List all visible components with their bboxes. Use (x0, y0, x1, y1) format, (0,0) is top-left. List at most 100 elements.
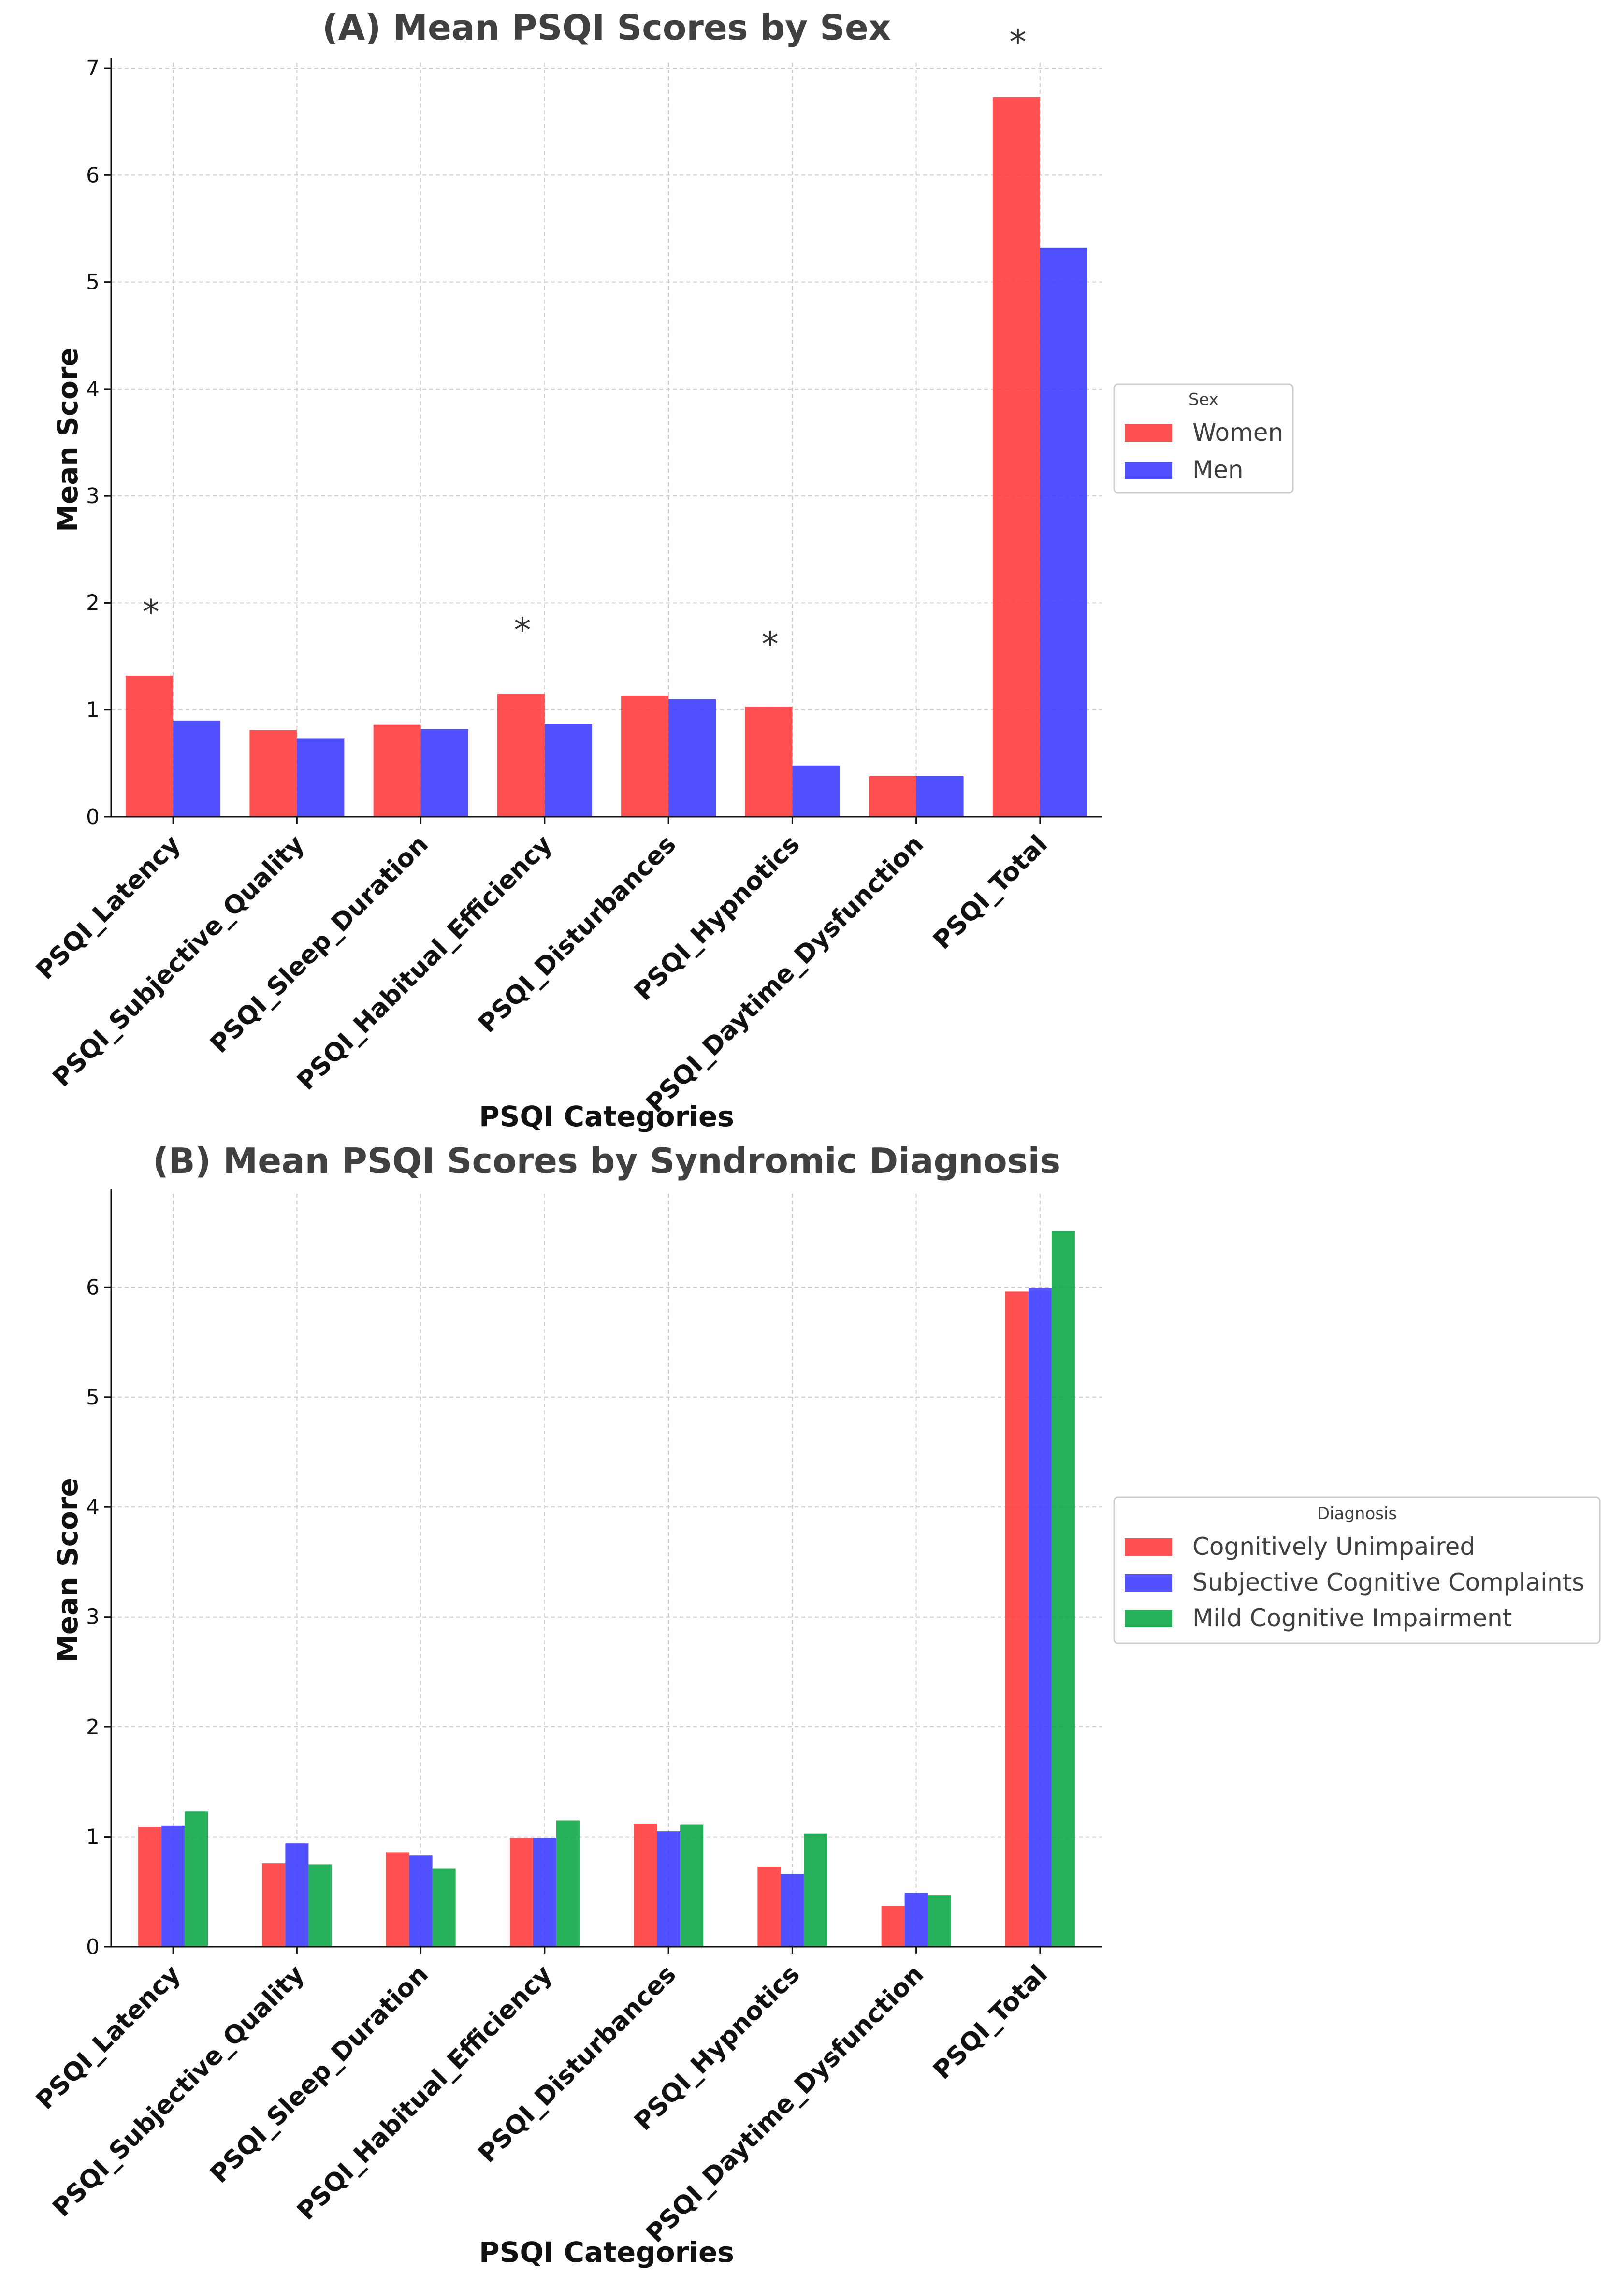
x-tick-label: PSQI_Disturbances (473, 830, 682, 1039)
bar (634, 1824, 657, 1947)
legend-title: Sex (1189, 390, 1218, 409)
bar (1051, 1231, 1075, 1947)
bar (804, 1833, 827, 1947)
bar (533, 1838, 556, 1947)
x-tick-label: PSQI_Subjective_Quality (47, 1960, 310, 2223)
legend-frame (1113, 1496, 1601, 1644)
bar (285, 1843, 309, 1947)
y-tick-label: 7 (86, 56, 100, 81)
x-axis-label: PSQI Categories (479, 2236, 734, 2269)
bar (668, 699, 716, 817)
bar (757, 1866, 781, 1947)
bar (420, 729, 468, 817)
bar (432, 1868, 456, 1947)
chart-title: (A) Mean PSQI Scores by Sex (322, 7, 891, 48)
y-tick-label: 6 (86, 163, 100, 188)
significance-marker: * (514, 610, 531, 650)
y-tick-label: 1 (86, 698, 100, 723)
x-tick-label: PSQI_Total (928, 1960, 1053, 2085)
y-tick-label: 2 (86, 591, 100, 615)
x-tick-label: PSQI_Daytime_Dysfunction (641, 830, 929, 1118)
y-tick-label: 4 (86, 1495, 100, 1520)
x-tick-label: PSQI_Disturbances (473, 1960, 682, 2169)
x-axis-label: PSQI Categories (479, 1100, 734, 1133)
y-tick-label: 0 (86, 1935, 100, 1959)
bar (497, 694, 545, 817)
legend: Diagnosis Cognitively Unimpaired Subjectiv… (1113, 1496, 1601, 1644)
x-tick-label: PSQI_Daytime_Dysfunction (641, 1960, 929, 2248)
bar (680, 1824, 704, 1947)
bar (126, 675, 174, 817)
bar (544, 724, 592, 817)
bar (556, 1820, 580, 1947)
bar (916, 776, 964, 817)
bar (185, 1811, 208, 1947)
x-tick-label: PSQI_Habitual_Efficiency (291, 1960, 558, 2226)
bar (928, 1895, 951, 1947)
bar (308, 1864, 332, 1947)
legend-label: Cognitively Unimpaired (1192, 1533, 1475, 1561)
significance-marker: * (762, 624, 779, 664)
legend: Sex Women Men (1113, 383, 1294, 494)
grid (111, 1194, 1102, 1947)
y-tick-label: 5 (86, 270, 100, 295)
legend-swatch (1125, 1610, 1172, 1627)
bar (781, 1874, 804, 1947)
chart-title: (B) Mean PSQI Scores by Syndromic Diagno… (153, 1141, 1060, 1181)
x-tick-label: PSQI_Sleep_Duration (205, 1960, 434, 2189)
x-tick-label: PSQI_Subjective_Quality (47, 830, 310, 1093)
bar (904, 1893, 928, 1947)
significance-marker: * (1009, 22, 1026, 62)
bar (509, 1838, 533, 1947)
bar (881, 1906, 905, 1947)
y-tick-label: 0 (86, 805, 100, 829)
bar (409, 1855, 433, 1947)
bar (138, 1827, 162, 1947)
legend-swatch (1125, 1538, 1172, 1556)
bar (869, 776, 916, 817)
chart-panel-a: 01234567PSQI_LatencyPSQI_Subjective_Qual… (30, 7, 1294, 1133)
bar (173, 720, 221, 817)
bar (297, 738, 345, 817)
bar (745, 707, 793, 817)
y-tick-label: 4 (86, 377, 100, 402)
bar (621, 695, 669, 817)
x-tick-label: PSQI_Sleep_Duration (205, 830, 434, 1059)
bar (373, 724, 421, 817)
legend-title: Diagnosis (1317, 1504, 1397, 1523)
legend-label: Subjective Cognitive Complaints (1192, 1568, 1584, 1596)
legend-swatch (1125, 1574, 1172, 1592)
y-axis-label: Mean Score (51, 347, 84, 532)
grid (111, 63, 1102, 817)
y-tick-label: 3 (86, 484, 100, 508)
y-axis-label: Mean Score (51, 1478, 84, 1663)
bar (1005, 1291, 1029, 1947)
bar (1040, 247, 1088, 817)
bar (386, 1852, 409, 1947)
legend-label: Mild Cognitive Impairment (1192, 1604, 1512, 1632)
legend-label: Men (1192, 456, 1244, 484)
x-tick-label: PSQI_Total (928, 830, 1053, 955)
legend-label: Women (1192, 419, 1283, 447)
series-women (126, 97, 1040, 817)
chart-panel-b: 0123456PSQI_LatencyPSQI_Subjective_Quali… (30, 1141, 1601, 2269)
series-men (173, 247, 1088, 817)
y-tick-label: 2 (86, 1715, 100, 1739)
bar (992, 97, 1040, 817)
y-tick-label: 1 (86, 1825, 100, 1850)
y-tick-label: 6 (86, 1275, 100, 1300)
y-tick-label: 3 (86, 1605, 100, 1630)
bar (1028, 1288, 1052, 1947)
y-tick-label: 5 (86, 1385, 100, 1410)
bar (657, 1831, 681, 1947)
series-subjective-cognitive-complaints (161, 1288, 1052, 1947)
bar (792, 765, 840, 817)
x-tick-label: PSQI_Habitual_Efficiency (291, 830, 558, 1096)
significance-marker: * (143, 593, 160, 632)
legend-swatch (1125, 424, 1172, 442)
series-mild-cognitive-impairment (185, 1231, 1075, 1947)
legend-swatch (1125, 462, 1172, 479)
bar (262, 1863, 286, 1947)
